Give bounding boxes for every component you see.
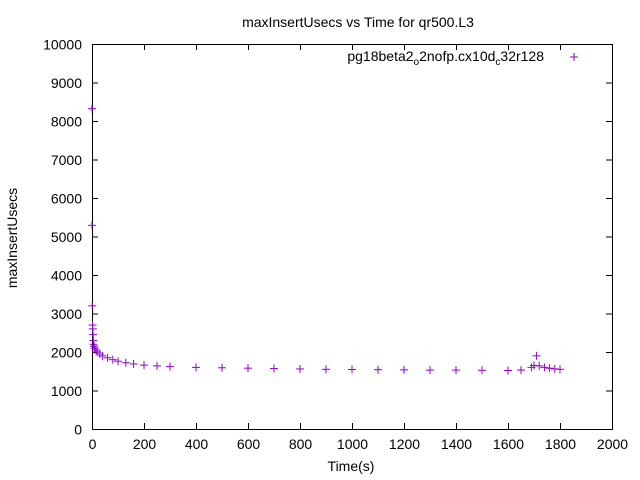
data-point bbox=[90, 342, 99, 351]
legend-label-part: 32r128 bbox=[500, 48, 544, 64]
data-point bbox=[88, 301, 97, 310]
y-tick-label: 3000 bbox=[51, 306, 82, 322]
y-tick-label: 2000 bbox=[51, 345, 82, 361]
legend-label-subscript: o bbox=[414, 57, 420, 68]
data-point bbox=[121, 358, 130, 367]
data-point bbox=[153, 361, 161, 370]
data-point bbox=[478, 366, 486, 375]
data-point bbox=[545, 364, 554, 373]
data-point bbox=[504, 366, 512, 375]
data-point bbox=[426, 366, 434, 375]
x-tick-label: 1800 bbox=[545, 436, 576, 452]
data-point bbox=[540, 363, 549, 372]
x-tick-label: 0 bbox=[89, 436, 97, 452]
x-tick-label: 1400 bbox=[441, 436, 472, 452]
x-axis: 0 200 400 600 800 1000 1200 1400 1600 1800 2000 bbox=[89, 44, 628, 452]
data-point bbox=[270, 364, 278, 373]
data-point bbox=[166, 362, 174, 371]
legend-label-subscript: c bbox=[495, 57, 500, 68]
x-tick-label: 600 bbox=[237, 436, 261, 452]
data-point bbox=[348, 365, 356, 374]
y-tick-label: 7000 bbox=[51, 152, 82, 168]
chart-title: maxInsertUsecs vs Time for qr500.L3 bbox=[242, 14, 474, 30]
data-point bbox=[88, 221, 96, 230]
y-tick-label: 10000 bbox=[43, 37, 82, 53]
y-tick-label: 8000 bbox=[51, 114, 82, 130]
data-point bbox=[517, 366, 525, 375]
data-point bbox=[98, 351, 107, 360]
data-point bbox=[140, 361, 148, 370]
x-tick-label: 800 bbox=[289, 436, 313, 452]
data-point bbox=[322, 365, 330, 374]
data-point bbox=[374, 365, 382, 374]
x-tick-label: 2000 bbox=[597, 436, 628, 452]
data-point bbox=[103, 353, 112, 362]
y-tick-label: 6000 bbox=[51, 191, 82, 207]
data-point bbox=[91, 346, 100, 355]
data-point bbox=[296, 364, 304, 373]
y-axis-label: maxInsertUsecs bbox=[4, 188, 20, 288]
data-point bbox=[114, 357, 122, 366]
data-point bbox=[452, 366, 460, 375]
y-tick-label: 0 bbox=[74, 422, 82, 438]
data-point bbox=[192, 363, 200, 372]
y-tick-label: 1000 bbox=[51, 383, 82, 399]
x-tick-label: 1000 bbox=[337, 436, 368, 452]
x-axis-label: Time(s) bbox=[328, 458, 375, 474]
data-series bbox=[88, 104, 564, 375]
legend-label-part: 2nofp.cx10d bbox=[419, 48, 495, 64]
y-tick-label: 9000 bbox=[51, 75, 82, 91]
legend-label-part: pg18beta2 bbox=[347, 48, 413, 64]
y-axis: 0 1000 2000 3000 4000 5000 6000 7000 8000 9000 100… bbox=[43, 37, 612, 438]
y-tick-label: 5000 bbox=[51, 229, 82, 245]
data-point bbox=[129, 359, 138, 368]
data-point bbox=[89, 340, 98, 349]
data-point bbox=[88, 104, 96, 113]
x-tick-label: 1200 bbox=[389, 436, 420, 452]
x-tick-label: 200 bbox=[133, 436, 157, 452]
data-point bbox=[532, 351, 541, 360]
legend-label: pg18beta2o2nofp.cx10dc32r128 bbox=[347, 48, 544, 68]
data-point bbox=[535, 361, 544, 370]
data-point bbox=[108, 355, 117, 364]
x-tick-label: 400 bbox=[185, 436, 209, 452]
data-point bbox=[218, 363, 226, 372]
y-tick-label: 4000 bbox=[51, 268, 82, 284]
legend: pg18beta2o2nofp.cx10dc32r128 bbox=[347, 48, 578, 68]
legend-marker bbox=[570, 53, 578, 61]
data-point bbox=[400, 365, 408, 374]
data-point bbox=[556, 365, 564, 374]
data-point bbox=[244, 364, 252, 373]
x-tick-label: 1600 bbox=[493, 436, 524, 452]
